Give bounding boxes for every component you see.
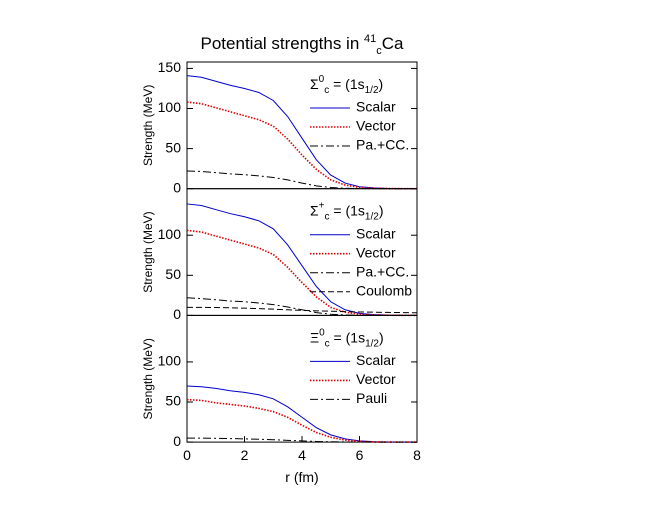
- legend-label: Vector: [356, 371, 396, 387]
- series-line: [187, 306, 418, 314]
- text-part: c: [376, 45, 382, 57]
- series-line: [186, 101, 418, 190]
- y-tick-label: 100: [158, 353, 182, 369]
- legend-label: Vector: [356, 118, 396, 134]
- y-tick-label: 150: [158, 59, 182, 75]
- y-tick-label: 50: [165, 139, 181, 155]
- text-part: ): [379, 76, 384, 92]
- text-part: ): [379, 329, 384, 345]
- x-tick-label: 8: [413, 447, 421, 463]
- y-tick-label: 50: [165, 266, 181, 282]
- legend-label: Scalar: [356, 352, 396, 368]
- legend-label: Pa.+CC.: [356, 263, 409, 279]
- panel-label: Ξ0c = (1s1/2): [310, 328, 384, 350]
- text-part: 0: [319, 74, 325, 85]
- y-tick-label: 0: [173, 306, 181, 322]
- y-tick-label: 100: [158, 99, 182, 115]
- y-tick-label: 100: [158, 226, 182, 242]
- series-line: [186, 170, 417, 190]
- legend-label: Scalar: [356, 225, 396, 241]
- text-part: +: [319, 201, 325, 212]
- legend-label: Pa.+CC.: [356, 137, 409, 153]
- text-part: c: [325, 339, 330, 350]
- series-line: [186, 398, 417, 443]
- legend-label: Pauli: [356, 390, 387, 406]
- y-tick-label: 0: [173, 179, 181, 195]
- y-axis-label: Strength (MeV): [141, 85, 155, 166]
- panel-label: Σ+c = (1s1/2): [310, 201, 383, 223]
- x-axis-label: r (fm): [285, 469, 318, 485]
- text-part: 1/2: [365, 212, 379, 223]
- y-axis-label: Strength (MeV): [141, 211, 155, 292]
- x-tick-label: 4: [298, 447, 306, 463]
- text-part: c: [324, 85, 329, 96]
- x-tick-label: 0: [183, 447, 191, 463]
- y-tick-label: 50: [165, 393, 181, 409]
- text-part: Σ: [310, 76, 319, 92]
- text-part: 0: [319, 328, 325, 339]
- text-part: 41: [364, 33, 376, 45]
- x-tick-label: 6: [356, 447, 364, 463]
- x-tick-label: 2: [241, 447, 249, 463]
- text-part: = (1s: [330, 202, 365, 218]
- text-part: Ξ: [310, 329, 319, 345]
- text-part: Potential strengths in: [201, 34, 364, 53]
- y-tick-label: 0: [173, 433, 181, 449]
- series-line: [187, 437, 417, 443]
- text-part: Σ: [310, 202, 319, 218]
- y-axis-label: Strength (MeV): [141, 338, 155, 419]
- legend-label: Vector: [356, 244, 396, 260]
- panel-label: Σ0c = (1s1/2): [310, 74, 383, 96]
- series-line: [186, 297, 417, 316]
- series-line: [186, 75, 418, 190]
- text-part: = (1s: [329, 76, 364, 92]
- legend-label: Scalar: [356, 99, 396, 115]
- chart-title: Potential strengths in 41cCa: [201, 33, 405, 57]
- legend-label: Coulomb: [356, 282, 412, 298]
- text-part: 1/2: [365, 339, 379, 350]
- text-part: ): [379, 202, 384, 218]
- text-part: 1/2: [365, 85, 379, 96]
- text-part: = (1s: [330, 329, 365, 345]
- text-part: c: [325, 212, 330, 223]
- text-part: Ca: [382, 34, 404, 53]
